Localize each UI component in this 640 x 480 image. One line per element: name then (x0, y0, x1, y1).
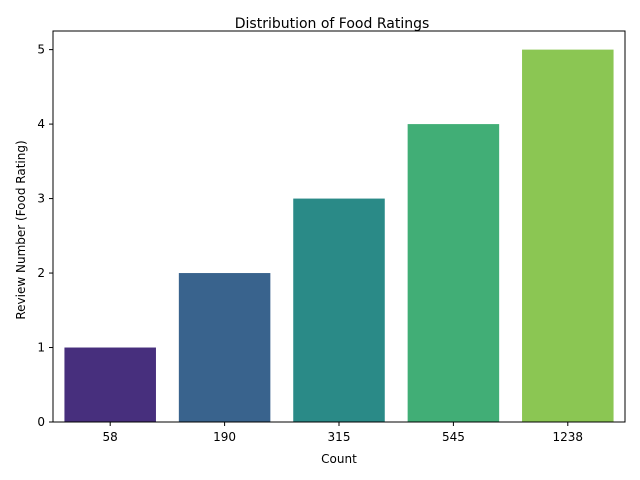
y-axis-label: Review Number (Food Rating) (14, 140, 28, 319)
y-tick-label: 0 (37, 415, 45, 429)
chart-title: Distribution of Food Ratings (235, 16, 430, 32)
x-axis-ticks: 58 190 315 545 1238 (103, 422, 584, 444)
x-tick-label: 190 (213, 430, 236, 444)
x-axis-label: Count (321, 452, 357, 466)
y-tick-label: 2 (37, 266, 45, 280)
bar-58 (64, 347, 156, 422)
bar-545 (407, 124, 500, 422)
y-tick-label: 5 (37, 43, 45, 57)
y-tick-label: 4 (37, 117, 45, 131)
bars-group (64, 49, 614, 422)
axes-frame (52, 30, 626, 423)
x-tick-label: 1238 (553, 430, 584, 444)
y-tick-label: 1 (37, 341, 45, 355)
x-tick-label: 58 (103, 430, 118, 444)
bar-315 (293, 198, 385, 422)
x-tick-label: 545 (442, 430, 465, 444)
y-axis-ticks: 0 1 2 3 4 5 (37, 43, 53, 429)
x-tick-label: 315 (328, 430, 351, 444)
plot-frame (52, 30, 626, 423)
bar-190 (178, 273, 271, 422)
bar-1238 (522, 49, 614, 422)
y-tick-label: 3 (37, 192, 45, 206)
